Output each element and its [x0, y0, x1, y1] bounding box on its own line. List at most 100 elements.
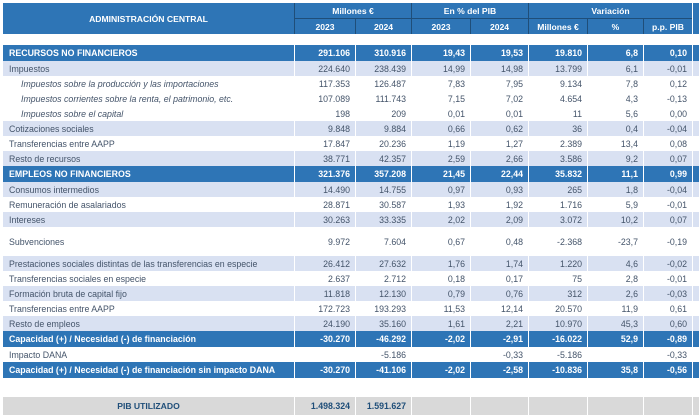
row-edge	[693, 227, 699, 256]
cell-value: -0,19	[644, 227, 692, 256]
row-label: EMPLEOS NO FINANCIEROS	[3, 166, 294, 182]
cell-value: 9.972	[295, 227, 355, 256]
cell-value: -5.186	[356, 347, 411, 362]
row-label: Subvenciones	[3, 227, 294, 256]
table-header: ADMINISTRACIÓN CENTRAL Millones € En % d…	[3, 3, 699, 34]
row-edge	[693, 197, 699, 212]
cell-value: 193.293	[356, 301, 411, 316]
pib-value-2024: 1.591.627	[356, 397, 411, 415]
cell-value: 36	[529, 121, 587, 136]
cell-value: -0,56	[644, 362, 692, 378]
cell-value: 14,99	[412, 61, 470, 76]
cell-value: 312	[529, 286, 587, 301]
pib-empty-cell	[644, 397, 692, 415]
cell-value: 7,02	[471, 91, 528, 106]
row-edge	[693, 91, 699, 106]
table-row: Impuestos sobre la producción y las impo…	[3, 76, 699, 91]
table-row: Subvenciones 9.972 7.604 0,67 0,48 -2.36…	[3, 227, 699, 256]
cell-value: -0,01	[644, 197, 692, 212]
table-row: Capacidad (+) / Necesidad (-) de financi…	[3, 362, 699, 378]
row-label: Prestaciones sociales distintas de las t…	[3, 256, 294, 271]
cell-value: 0,66	[412, 121, 470, 136]
cell-value: 10.970	[529, 316, 587, 331]
pib-label: PIB UTILIZADO	[3, 397, 294, 415]
table-row: Cotizaciones sociales 9.848 9.884 0,66 0…	[3, 121, 699, 136]
cell-value: 30.263	[295, 212, 355, 227]
row-edge	[693, 182, 699, 197]
cell-value: 7.604	[356, 227, 411, 256]
cell-value: 2,59	[412, 151, 470, 166]
col-group-variacion: Variación	[529, 3, 692, 18]
table-row: Intereses 30.263 33.335 2,02 2,09 3.072 …	[3, 212, 699, 227]
cell-value: 28.871	[295, 197, 355, 212]
cell-value: -0,13	[644, 91, 692, 106]
cell-value: -46.292	[356, 331, 411, 347]
cell-value: 33.335	[356, 212, 411, 227]
cell-value: 0,79	[412, 286, 470, 301]
row-edge	[693, 271, 699, 286]
row-label: RECURSOS NO FINANCIEROS	[3, 45, 294, 61]
cell-value: 0,01	[412, 106, 470, 121]
cell-value: 3.072	[529, 212, 587, 227]
cell-value: 2,09	[471, 212, 528, 227]
pib-value-2023: 1.498.324	[295, 397, 355, 415]
cell-value: 11	[529, 106, 587, 121]
row-edge	[693, 106, 699, 121]
cell-value: -30.270	[295, 331, 355, 347]
row-label: Transferencias sociales en especie	[3, 271, 294, 286]
cell-value: 38.771	[295, 151, 355, 166]
cell-value: -0,89	[644, 331, 692, 347]
cell-value: -0,01	[644, 271, 692, 286]
table-row: Remuneración de asalariados 28.871 30.58…	[3, 197, 699, 212]
table-row: Impuestos 224.640 238.439 14,99 14,98 13…	[3, 61, 699, 76]
cell-value: 2,66	[471, 151, 528, 166]
col-group-millones: Millones €	[295, 3, 411, 18]
row-label: Formación bruta de capital fijo	[3, 286, 294, 301]
cell-value: 1,27	[471, 136, 528, 151]
cell-value: 2,8	[588, 271, 643, 286]
cell-value: 0,76	[471, 286, 528, 301]
cell-value: 19.810	[529, 45, 587, 61]
pib-empty-cell	[412, 397, 470, 415]
cell-value: 111.743	[356, 91, 411, 106]
row-edge	[693, 286, 699, 301]
cell-value: 17.847	[295, 136, 355, 151]
cell-value: 117.353	[295, 76, 355, 91]
cell-value: 0,08	[644, 136, 692, 151]
col-group-pct-pib: En % del PIB	[412, 3, 528, 18]
col-header-millones-2024: 2024	[356, 19, 411, 34]
row-label: Consumos intermedios	[3, 182, 294, 197]
table-row: Prestaciones sociales distintas de las t…	[3, 256, 699, 271]
cell-value: -0,33	[644, 347, 692, 362]
cell-value: -0,03	[644, 286, 692, 301]
cell-value: 4.654	[529, 91, 587, 106]
cell-value: 2,21	[471, 316, 528, 331]
cell-value: 1,76	[412, 256, 470, 271]
cell-value: 4,3	[588, 91, 643, 106]
budget-report-page: ADMINISTRACIÓN CENTRAL Millones € En % d…	[0, 3, 700, 420]
cell-value: 1,92	[471, 197, 528, 212]
cell-value: 14.755	[356, 182, 411, 197]
row-edge	[693, 61, 699, 76]
row-label: Impacto DANA	[3, 347, 294, 362]
cell-value: 14.490	[295, 182, 355, 197]
cell-value: 9.884	[356, 121, 411, 136]
cell-value: 0,18	[412, 271, 470, 286]
cell-value: -10.836	[529, 362, 587, 378]
cell-value: 1.716	[529, 197, 587, 212]
pib-empty-cell	[471, 397, 528, 415]
cell-value: 24.190	[295, 316, 355, 331]
row-label: Cotizaciones sociales	[3, 121, 294, 136]
cell-value: 52,9	[588, 331, 643, 347]
row-label: Intereses	[3, 212, 294, 227]
cell-value: 1,61	[412, 316, 470, 331]
cell-value: -2,02	[412, 362, 470, 378]
cell-value: 22,44	[471, 166, 528, 182]
cell-value: -2,02	[412, 331, 470, 347]
cell-value: 9.134	[529, 76, 587, 91]
cell-value: 0,48	[471, 227, 528, 256]
cell-value: 1,74	[471, 256, 528, 271]
pib-edge	[693, 397, 699, 415]
row-label: Remuneración de asalariados	[3, 197, 294, 212]
cell-value: 224.640	[295, 61, 355, 76]
